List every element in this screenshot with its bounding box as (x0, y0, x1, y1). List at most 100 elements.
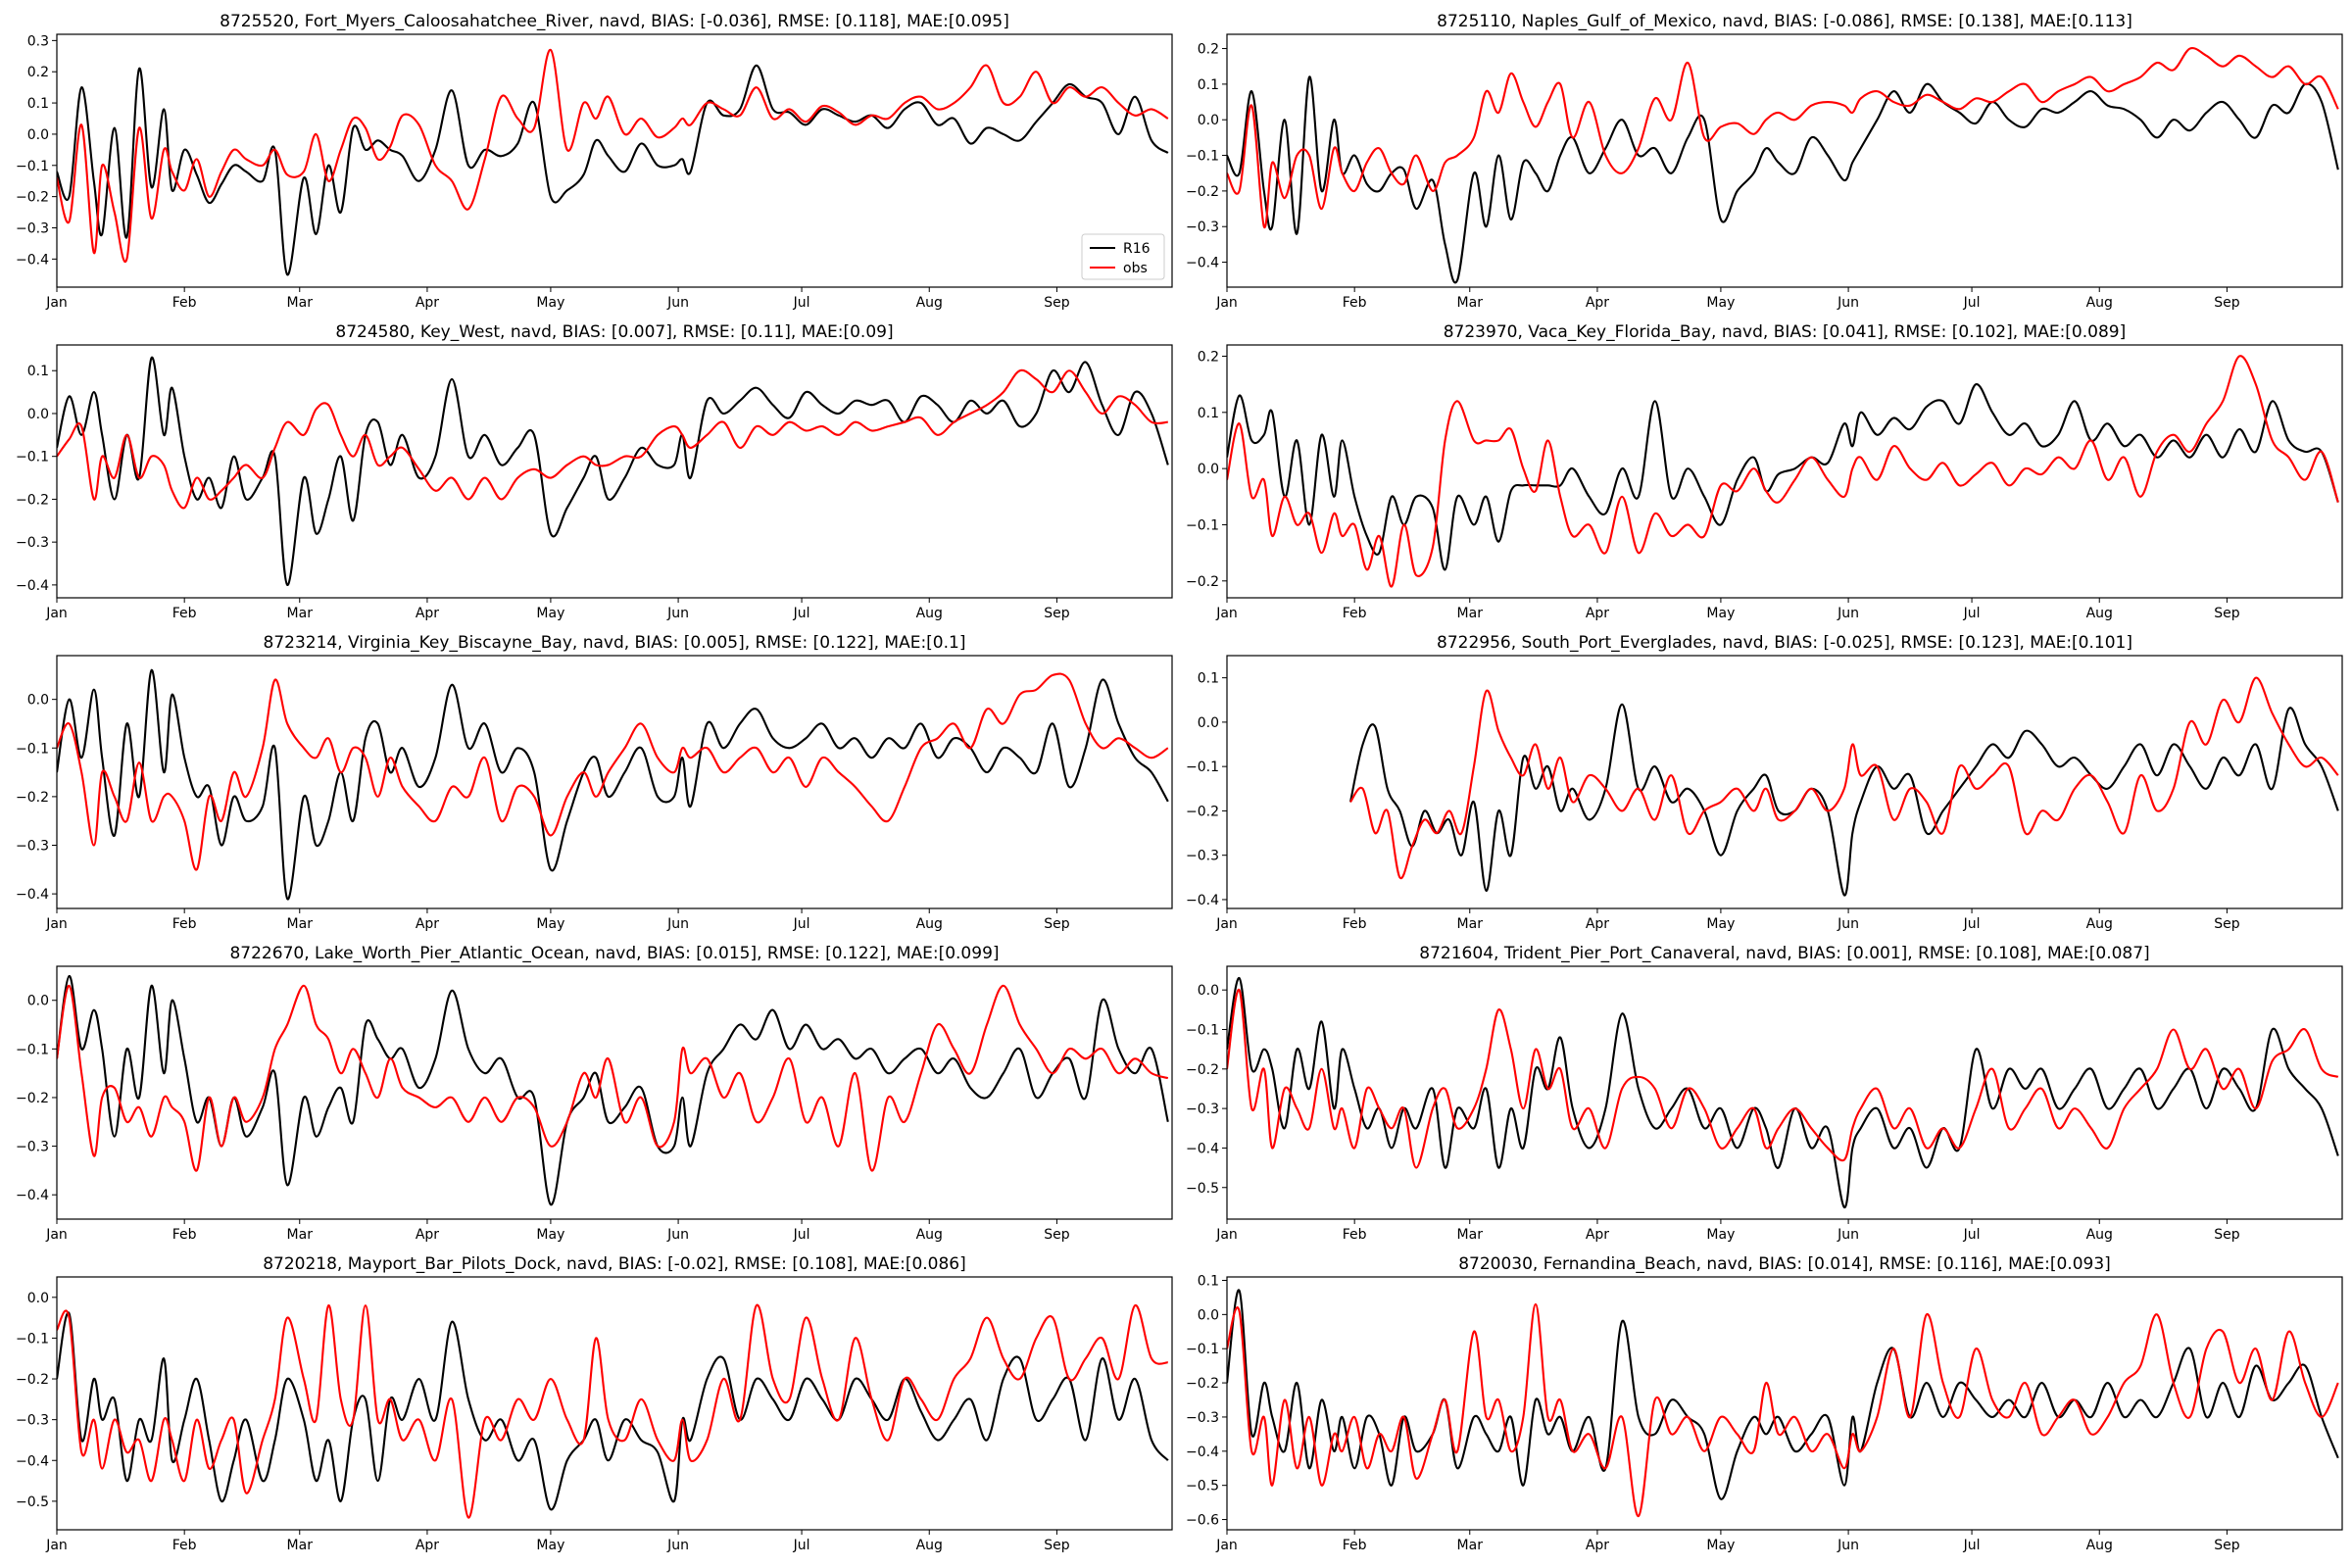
x-tick-label: Aug (916, 1227, 943, 1243)
axes-frame (56, 344, 1173, 599)
y-tick-label: 0.1 (1198, 77, 1219, 93)
subplot-title: 8722956, South_Port_Everglades, navd, BI… (1437, 633, 2132, 653)
y-tick-label: −0.2 (1186, 804, 1219, 819)
axes-frame (1226, 1276, 2343, 1531)
x-tick-label: May (1706, 606, 1735, 621)
x-tick-label: Mar (1457, 916, 1484, 932)
x-tick-label: Mar (287, 1227, 314, 1243)
y-tick-label: −0.4 (16, 578, 49, 594)
subplot-title: 8720030, Fernandina_Beach, navd, BIAS: [… (1458, 1254, 2111, 1274)
x-tick-label: Mar (287, 295, 314, 311)
subplot-5: 8723214, Virginia_Key_Biscayne_Bay, navd… (16, 633, 1173, 932)
x-tick-label: Aug (2086, 1227, 2113, 1243)
series-line-r16 (57, 357, 1169, 586)
y-tick-label: 0.0 (27, 407, 49, 422)
y-tick-label: −0.2 (16, 1091, 49, 1106)
axes-frame (56, 1276, 1173, 1531)
series-line-obs (1227, 989, 2339, 1169)
y-tick-label: 0.2 (27, 65, 49, 80)
y-tick-label: 0.1 (27, 364, 49, 379)
axes-frame (56, 33, 1173, 288)
x-tick-label: Feb (1343, 1538, 1367, 1553)
y-tick-label: 0.3 (27, 33, 49, 49)
y-tick-label: 0.1 (1198, 1273, 1219, 1289)
series-group (57, 1304, 1169, 1519)
series-group (57, 668, 1169, 901)
x-tick-label: Apr (416, 916, 439, 932)
axes-frame (1226, 965, 2343, 1220)
subplot-4: 8723970, Vaca_Key_Florida_Bay, navd, BIA… (1186, 322, 2343, 621)
x-tick-label: Jun (666, 916, 689, 932)
series-line-obs (57, 984, 1169, 1172)
series-group (1227, 355, 2339, 588)
x-tick-label: Sep (2214, 606, 2240, 621)
series-line-obs (1227, 46, 2339, 228)
y-tick-label: −0.2 (1186, 1376, 1219, 1392)
y-tick-label: 0.0 (1198, 113, 1219, 128)
axes-frame (1226, 344, 2343, 599)
y-tick-label: 0.2 (1198, 42, 1219, 58)
series-group (57, 974, 1169, 1206)
x-tick-label: Jul (1963, 295, 1981, 311)
subplot-6: 8722956, South_Port_Everglades, navd, BI… (1186, 633, 2343, 932)
legend-label-r16: R16 (1123, 241, 1151, 257)
x-tick-label: Sep (1044, 1227, 1070, 1243)
y-tick-label: −0.5 (16, 1494, 49, 1510)
x-tick-label: Aug (916, 295, 943, 311)
series-line-obs (57, 1304, 1169, 1519)
axes-frame (56, 655, 1173, 909)
y-tick-label: −0.1 (16, 159, 49, 174)
x-tick-label: Apr (1586, 1227, 1609, 1243)
x-tick-label: Aug (916, 1538, 943, 1553)
x-tick-label: Jul (1963, 1538, 1981, 1553)
series-line-r16 (1227, 383, 2339, 571)
x-tick-label: Mar (287, 606, 314, 621)
x-tick-label: Jan (1215, 295, 1238, 311)
y-tick-label: −0.3 (16, 1413, 49, 1429)
series-line-r16 (1227, 977, 2339, 1208)
series-line-obs (57, 672, 1169, 871)
y-tick-label: 0.0 (27, 127, 49, 143)
x-tick-label: May (536, 1538, 564, 1553)
x-tick-label: Jun (666, 1538, 689, 1553)
y-tick-label: −0.2 (16, 790, 49, 806)
y-tick-label: −0.4 (16, 1453, 49, 1469)
x-tick-label: Feb (172, 916, 197, 932)
series-line-r16 (57, 974, 1169, 1206)
y-tick-label: 0.0 (1198, 715, 1219, 731)
x-tick-label: Apr (416, 1227, 439, 1243)
y-tick-label: −0.6 (1186, 1513, 1219, 1529)
subplot-8: 8721604, Trident_Pier_Port_Canaveral, na… (1186, 944, 2343, 1243)
subplot-1: 8725520, Fort_Myers_Caloosahatchee_River… (16, 12, 1173, 311)
x-tick-label: Apr (1586, 295, 1609, 311)
x-tick-label: Jun (1837, 295, 1859, 311)
y-tick-label: 0.0 (27, 994, 49, 1009)
x-tick-label: Feb (1343, 606, 1367, 621)
x-tick-label: Sep (2214, 916, 2240, 932)
x-tick-label: Jan (45, 1227, 68, 1243)
series-line-r16 (57, 668, 1169, 901)
x-tick-label: Jan (1215, 916, 1238, 932)
x-tick-label: Feb (172, 1538, 197, 1553)
x-tick-label: Jul (793, 1538, 810, 1553)
y-tick-label: 0.0 (1198, 1307, 1219, 1323)
x-tick-label: Mar (287, 1538, 314, 1553)
y-tick-label: −0.3 (1186, 849, 1219, 864)
y-tick-label: −0.3 (1186, 1410, 1219, 1426)
x-tick-label: Feb (172, 606, 197, 621)
x-tick-label: May (536, 1227, 564, 1243)
legend: R16 obs (1081, 233, 1165, 280)
x-tick-label: May (1706, 295, 1735, 311)
axes-frame (1226, 655, 2343, 909)
y-tick-label: −0.1 (16, 1042, 49, 1057)
y-tick-label: 0.1 (27, 96, 49, 112)
x-tick-label: Jul (1963, 606, 1981, 621)
x-tick-label: Feb (172, 1227, 197, 1243)
x-tick-label: Jul (793, 295, 810, 311)
y-tick-label: −0.3 (16, 220, 49, 236)
subplot-9: 8720218, Mayport_Bar_Pilots_Dock, navd, … (16, 1254, 1173, 1553)
x-tick-label: Mar (1457, 1227, 1484, 1243)
x-tick-label: Sep (1044, 916, 1070, 932)
y-tick-label: −0.2 (1186, 184, 1219, 200)
